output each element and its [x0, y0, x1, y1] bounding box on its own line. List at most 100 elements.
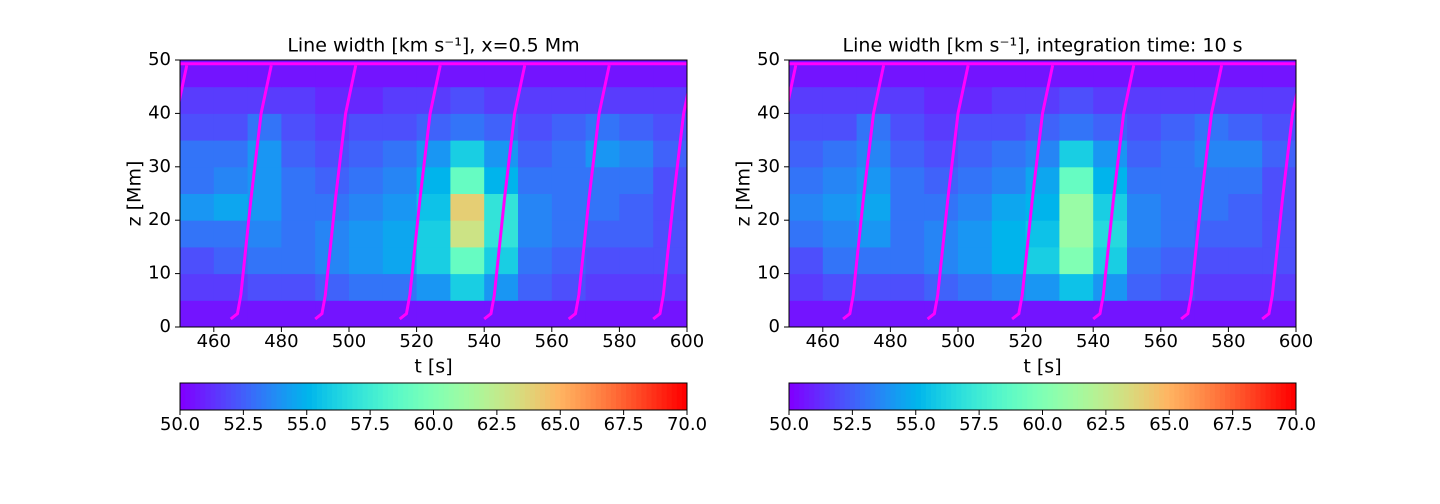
cell — [213, 193, 249, 221]
colorbar-step — [1275, 383, 1282, 410]
colorbar-step — [789, 383, 795, 410]
cell — [1160, 220, 1196, 248]
cell — [1127, 113, 1162, 141]
x-tick-label: 460 — [806, 331, 840, 352]
cell — [247, 193, 282, 221]
cell — [1025, 273, 1060, 301]
cell — [1228, 166, 1263, 194]
cell — [856, 140, 891, 168]
cell — [180, 140, 215, 168]
colorbar-step — [819, 383, 825, 410]
colorbar-step — [996, 383, 1003, 410]
colorbar-step — [809, 383, 815, 410]
colorbar-step — [311, 383, 318, 410]
colorbar-step — [443, 383, 450, 410]
cell — [789, 273, 824, 301]
colorbar-tick-label: 62.5 — [477, 414, 517, 435]
cell — [856, 300, 891, 327]
colorbar-step — [986, 383, 993, 410]
cell — [890, 140, 925, 168]
cell — [281, 300, 316, 327]
colorbar-tick-label: 50.0 — [769, 414, 809, 435]
cell — [484, 86, 519, 114]
y-tick-label: 40 — [757, 102, 780, 123]
cell — [789, 220, 824, 248]
colorbar-step — [362, 383, 369, 410]
colorbar-step — [646, 383, 653, 410]
colorbar-step — [1072, 383, 1079, 410]
cell — [924, 86, 959, 114]
cell — [450, 220, 485, 248]
colorbar-step — [230, 383, 237, 410]
cell — [315, 273, 350, 301]
cell — [416, 246, 451, 275]
colorbar-step — [925, 383, 932, 410]
curve — [842, 65, 886, 321]
colorbar-step — [1184, 383, 1191, 410]
colorbar-step — [951, 383, 957, 410]
cell — [450, 273, 485, 301]
cell — [890, 300, 925, 327]
colorbar-step — [1255, 383, 1262, 410]
cell — [416, 273, 451, 301]
cell — [180, 273, 215, 301]
cell — [518, 86, 553, 114]
x-tick-label: 460 — [197, 331, 231, 352]
cell — [315, 166, 350, 194]
colorbar-step — [458, 383, 465, 410]
colorbar-step — [261, 383, 267, 410]
cell — [1160, 273, 1196, 301]
colorbar-tick-label: 57.5 — [350, 414, 390, 435]
colorbar-step — [1001, 383, 1008, 410]
colorbar-step — [575, 383, 582, 410]
cell — [180, 193, 215, 221]
cell — [1025, 166, 1060, 194]
cell — [180, 86, 215, 114]
colorbar-step — [1174, 383, 1180, 410]
colorbar-step — [859, 383, 866, 410]
colorbar-step — [1123, 383, 1130, 410]
colorbar-step — [1042, 383, 1049, 410]
cell — [1127, 220, 1162, 248]
curve — [1180, 65, 1224, 321]
colorbar-step — [382, 383, 389, 410]
cell — [213, 113, 249, 141]
cell — [1059, 246, 1094, 275]
colorbar-step — [235, 383, 242, 410]
cell — [1059, 220, 1094, 248]
cell — [653, 140, 687, 168]
cell — [958, 246, 993, 275]
colorbar-step — [1240, 383, 1246, 410]
cell — [349, 300, 384, 327]
cell — [653, 273, 687, 301]
colorbar-step — [971, 383, 978, 410]
cell — [349, 220, 384, 248]
cell — [315, 86, 350, 114]
cell — [856, 246, 891, 275]
cell — [180, 246, 215, 275]
cell — [585, 220, 620, 248]
x-tick-label: 500 — [941, 331, 975, 352]
colorbar-step — [321, 383, 328, 410]
cell — [382, 113, 418, 141]
colorbar-step — [408, 383, 414, 410]
cell — [1059, 273, 1094, 301]
cell — [924, 220, 959, 248]
colorbar-step — [671, 383, 678, 410]
cell — [484, 246, 519, 275]
colorbar-step — [834, 383, 841, 410]
cell — [619, 246, 654, 275]
colorbar-step — [545, 383, 551, 410]
colorbar-step — [403, 383, 409, 410]
colorbar-step — [1088, 383, 1094, 410]
colorbar-step — [656, 383, 663, 410]
cell — [1194, 220, 1229, 248]
colorbar-step — [1032, 383, 1038, 410]
cell — [1160, 86, 1196, 114]
cell — [1059, 193, 1094, 221]
curve — [314, 65, 358, 321]
cell — [1228, 246, 1263, 275]
colorbar-tick-label: 52.5 — [832, 414, 872, 435]
cell — [1093, 246, 1128, 275]
colorbar-step — [423, 383, 429, 410]
